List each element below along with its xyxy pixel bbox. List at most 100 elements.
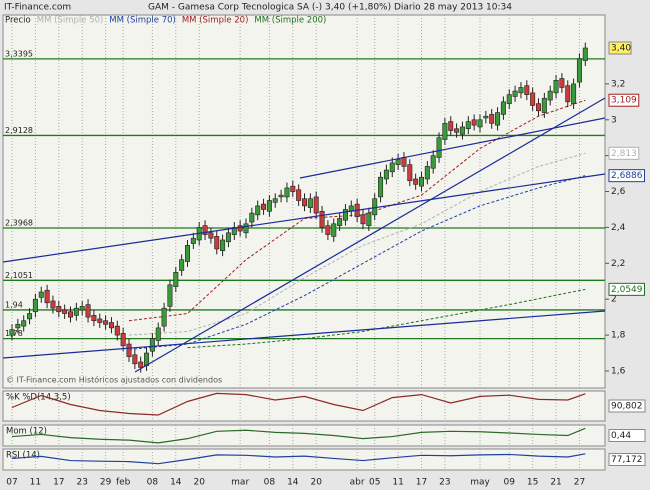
- candle-body: [190, 237, 196, 244]
- candle-body: [138, 361, 144, 368]
- candle-body: [576, 58, 582, 83]
- x-tick-label: 20: [310, 478, 322, 488]
- candle-body: [547, 90, 553, 101]
- candle-body: [290, 185, 296, 192]
- candle-body: [342, 209, 348, 221]
- indicator-line: [11, 427, 586, 444]
- ma-last-box: [608, 169, 645, 183]
- indicator-value-box: [608, 399, 646, 413]
- candle-body: [337, 218, 343, 226]
- y-tick-label: 2,2: [611, 259, 625, 269]
- candle-body: [149, 338, 155, 352]
- candle-body: [38, 291, 44, 298]
- y-tick-label: 2,4: [611, 223, 626, 233]
- candle-body: [114, 325, 120, 336]
- indicator-value-box: [608, 429, 646, 442]
- candle-body: [506, 94, 512, 104]
- level-label: 2,1051: [5, 271, 33, 280]
- indicator-value-box: [608, 453, 646, 466]
- candle-body: [237, 225, 243, 232]
- candle-body: [97, 318, 103, 323]
- x-tick-label: 07: [6, 478, 17, 488]
- candle-body: [535, 103, 541, 112]
- moving-average: [128, 152, 586, 336]
- x-tick-label: 15: [527, 478, 538, 488]
- ma-last-label: 2,813: [611, 149, 637, 159]
- candle-body: [62, 309, 68, 314]
- x-tick-label: 11: [392, 478, 403, 488]
- x-tick-label: 17: [53, 478, 64, 488]
- indicator-value-label: 77,172: [611, 455, 643, 465]
- level-label: 2,3968: [5, 218, 33, 227]
- candle-body: [202, 225, 208, 235]
- candle-body: [518, 87, 524, 94]
- x-tick-label: may: [470, 478, 490, 488]
- candle-body: [313, 196, 319, 214]
- candle-body: [541, 97, 547, 113]
- candle-body: [73, 307, 79, 316]
- rsi-panel: [2, 448, 606, 471]
- indicator-title: RSI (14): [6, 451, 40, 461]
- candle-body: [418, 176, 424, 187]
- candle-body: [471, 119, 477, 126]
- level-label: 1,94: [5, 300, 23, 309]
- legend-entry: MM (Simple 200): [254, 16, 326, 26]
- candle-body: [389, 162, 395, 173]
- x-tick-label: 21: [550, 478, 561, 488]
- candle-body: [44, 289, 50, 304]
- trend-line: [2, 173, 606, 263]
- y-tick-label: 2: [611, 295, 617, 305]
- candle-body: [126, 343, 132, 357]
- candle-body: [530, 92, 536, 106]
- candle-body: [68, 311, 74, 318]
- trend-line: [2, 310, 606, 359]
- last-price-box: [608, 41, 632, 55]
- ma-last-label: 2,0549: [611, 285, 643, 295]
- moving-average: [128, 99, 586, 322]
- candle-body: [214, 236, 220, 250]
- candle-body: [407, 164, 413, 182]
- candle-body: [79, 306, 85, 311]
- candle-body: [383, 169, 389, 180]
- candle-body: [261, 203, 267, 210]
- candle-body: [272, 198, 278, 203]
- candle-body: [167, 284, 173, 307]
- y-tick-label: 3: [611, 115, 617, 125]
- candle-body: [489, 114, 495, 124]
- chart-title: GAM - Gamesa Corp Tecnologica SA (-) 3,4…: [148, 3, 512, 13]
- indicator-line: [11, 392, 586, 416]
- indicator-line: [11, 453, 586, 465]
- mom-panel: [2, 424, 606, 447]
- candle-body: [413, 178, 419, 185]
- footer: © IT-Finance.com Históricos ajustados co…: [6, 375, 222, 385]
- legend-price: Precio: [5, 16, 31, 26]
- x-tick-label: mar: [231, 478, 249, 488]
- candle-body: [524, 85, 530, 95]
- candle-body: [424, 166, 430, 180]
- brand: IT-Finance.com: [4, 3, 71, 13]
- candle-body: [465, 121, 471, 130]
- candle-body: [50, 300, 56, 309]
- last-price-label: 3,40: [611, 44, 631, 54]
- candle-body: [278, 194, 284, 198]
- legend-entry: MM (Simple 50): [37, 16, 104, 26]
- candle-body: [56, 306, 62, 313]
- candle-body: [27, 313, 33, 320]
- x-tick-label: 29: [100, 478, 112, 488]
- candle-body: [85, 304, 91, 318]
- candle-body: [266, 200, 272, 212]
- candle-body: [366, 212, 372, 226]
- moving-average: [187, 288, 586, 349]
- candle-body: [284, 187, 290, 198]
- candle-body: [243, 223, 249, 234]
- candle-body: [161, 307, 167, 327]
- x-tick-label: 23: [439, 478, 450, 488]
- x-tick-label: 14: [170, 478, 182, 488]
- candle-body: [32, 298, 38, 313]
- y-tick-label: 2,6: [611, 187, 626, 197]
- candle-body: [208, 232, 214, 239]
- moving-average: [128, 175, 586, 350]
- legend-entry: MM (Simple 70): [109, 16, 176, 26]
- candle-body: [103, 320, 109, 325]
- candle-body: [454, 128, 460, 133]
